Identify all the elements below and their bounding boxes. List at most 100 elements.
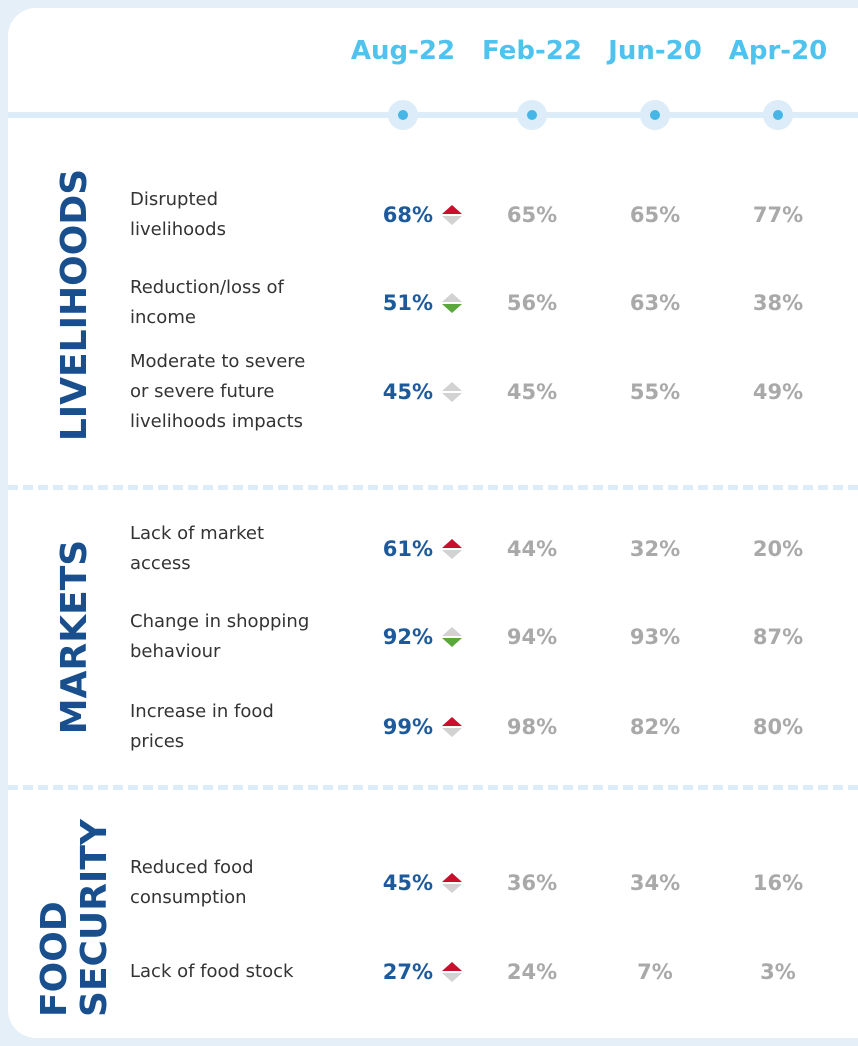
trend-icon (442, 717, 462, 737)
trend-icon (442, 205, 462, 225)
trend-icon (442, 293, 462, 313)
row-label-line: Increase in food (130, 701, 274, 722)
section-divider (8, 785, 858, 790)
trend-up (442, 627, 462, 636)
timeline-point (388, 100, 418, 130)
past-value: 49% (752, 380, 804, 404)
past-value: 98% (506, 715, 558, 739)
past-value: 3% (760, 960, 796, 984)
timeline-point (517, 100, 547, 130)
trend-down (442, 638, 462, 647)
row-label-line: Reduction/loss of (130, 277, 284, 298)
section-title-line: FOOD (34, 901, 75, 1017)
current-value: 92% (382, 625, 433, 649)
trend-down (442, 216, 462, 225)
trend-down (442, 550, 462, 559)
past-value: 44% (506, 537, 558, 561)
past-value: 63% (629, 291, 681, 315)
row-label: Change in shopping behaviour (130, 607, 309, 667)
current-value: 68% (382, 203, 433, 227)
past-value: 45% (506, 380, 558, 404)
trend-up (442, 205, 462, 214)
row-label: Reduction/loss of income (130, 273, 284, 333)
past-value: 16% (752, 871, 804, 895)
section-title: LIVELIHOODS (54, 168, 95, 442)
trend-down (442, 304, 462, 313)
past-value: 24% (506, 960, 558, 984)
timeline-point (640, 100, 670, 130)
section-title: FOOD SECURITY (34, 819, 115, 1017)
row-label-line: Lack of food stock (130, 961, 294, 982)
row-label: Reduced food consumption (130, 853, 254, 913)
row-label-line: or severe future (130, 381, 275, 402)
past-value: 20% (752, 537, 804, 561)
trend-icon (442, 962, 462, 982)
timeline-dot (650, 110, 660, 120)
past-value: 38% (752, 291, 804, 315)
row-label: Disrupted livelihoods (130, 185, 226, 245)
row-label-line: income (130, 307, 196, 328)
trend-down (442, 884, 462, 893)
past-value: 34% (629, 871, 681, 895)
row-label-line: Moderate to severe (130, 351, 306, 372)
trend-up (442, 873, 462, 882)
trend-down (442, 728, 462, 737)
row-label-line: access (130, 553, 191, 574)
card (8, 8, 858, 1038)
current-value: 99% (382, 715, 433, 739)
row-label-line: livelihoods (130, 219, 226, 240)
row-label: Increase in food prices (130, 697, 274, 757)
section-title: MARKETS (54, 539, 95, 735)
timeline-dot (527, 110, 537, 120)
trend-up (442, 293, 462, 302)
current-value: 45% (382, 871, 433, 895)
column-header: Aug-22 (350, 36, 456, 66)
trend-down (442, 973, 462, 982)
row-label: Lack of market access (130, 519, 264, 579)
trend-up (442, 539, 462, 548)
section-title-line: LIVELIHOODS (54, 168, 95, 442)
timeline (8, 112, 858, 118)
column-header: Jun-20 (608, 36, 702, 66)
column-header: Feb-22 (482, 36, 582, 66)
past-value: 80% (752, 715, 804, 739)
past-value: 65% (629, 203, 681, 227)
current-value: 61% (382, 537, 433, 561)
past-value: 36% (506, 871, 558, 895)
current-value: 45% (382, 380, 433, 404)
trend-icon (442, 539, 462, 559)
row-label-line: Disrupted (130, 189, 219, 210)
trend-up (442, 962, 462, 971)
section-divider (8, 485, 858, 490)
row-label-line: prices (130, 731, 185, 752)
section-title-line: MARKETS (54, 539, 95, 735)
section-title-line: SECURITY (74, 819, 115, 1017)
row-label-line: behaviour (130, 641, 221, 662)
row-label: Moderate to severe or severe future liveli… (130, 347, 305, 437)
row-label-line: livelihoods impacts (130, 411, 304, 432)
past-value: 82% (629, 715, 681, 739)
timeline-point (763, 100, 793, 130)
row-label: Lack of food stock (130, 957, 293, 987)
past-value: 94% (506, 625, 558, 649)
past-value: 65% (506, 203, 558, 227)
row-label-line: consumption (130, 887, 247, 908)
trend-up (442, 717, 462, 726)
trend-icon (442, 627, 462, 647)
past-value: 55% (629, 380, 681, 404)
current-value: 51% (382, 291, 433, 315)
timeline-dot (773, 110, 783, 120)
row-label-line: Lack of market (130, 523, 265, 544)
trend-icon (442, 382, 462, 402)
trend-up (442, 382, 462, 391)
past-value: 93% (629, 625, 681, 649)
trend-icon (442, 873, 462, 893)
past-value: 87% (752, 625, 804, 649)
past-value: 32% (629, 537, 681, 561)
column-header: Apr-20 (728, 36, 828, 66)
past-value: 7% (637, 960, 673, 984)
timeline-dot (398, 110, 408, 120)
current-value: 27% (382, 960, 433, 984)
trend-down (442, 393, 462, 402)
